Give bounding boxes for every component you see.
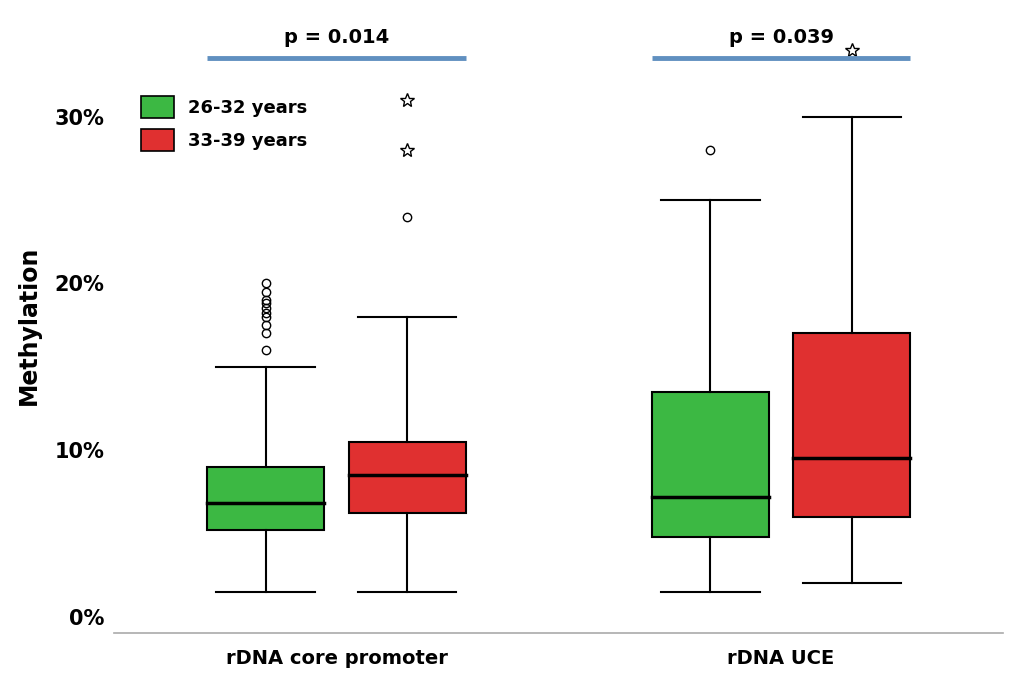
Legend: 26-32 years, 33-39 years: 26-32 years, 33-39 years [131,88,316,160]
Bar [651,392,768,536]
Text: p = 0.014: p = 0.014 [283,27,388,47]
Bar [207,466,324,530]
Y-axis label: Methylation: Methylation [16,245,41,405]
Text: p = 0.039: p = 0.039 [728,27,833,47]
Bar [348,442,466,513]
Bar [793,334,910,516]
